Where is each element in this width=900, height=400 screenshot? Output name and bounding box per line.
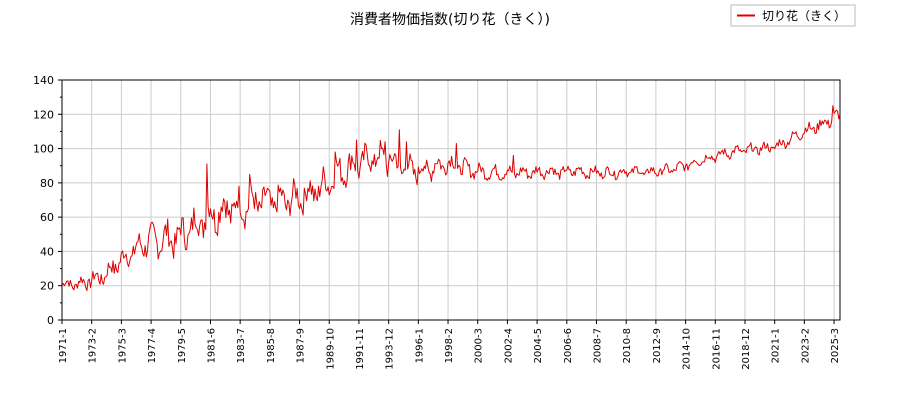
- x-tick-label: 2012-9: [652, 328, 663, 363]
- x-tick-label: 2014-10: [682, 328, 693, 370]
- y-tick-label: 140: [33, 74, 54, 87]
- legend-label: 切り花（きく）: [762, 8, 846, 23]
- x-tick-label: 2010-8: [622, 328, 633, 363]
- x-tick-label: 1977-4: [147, 328, 158, 363]
- plot-area: [62, 80, 840, 320]
- x-tick-label: 1989-10: [325, 328, 336, 370]
- y-tick-label: 0: [47, 314, 54, 327]
- x-tick-label: 1985-8: [266, 328, 277, 363]
- axes: 0 20 40 60 80 100 120 140 1971-1 1973-2 1975-3 1977…: [33, 74, 841, 370]
- x-tick-label: 2006-6: [563, 328, 574, 363]
- x-tick-label: 1979-5: [177, 328, 188, 363]
- y-tick-label: 80: [40, 177, 54, 190]
- x-tick-label: 2018-12: [741, 328, 752, 370]
- x-tick-label: 1981-6: [206, 328, 217, 363]
- y-tick-label: 20: [40, 280, 54, 293]
- series-line: [61, 105, 841, 292]
- x-tick-label: 1983-7: [236, 328, 247, 363]
- x-tick-label: 1973-2: [88, 328, 99, 363]
- grid: [61, 79, 840, 321]
- legend: 切り花（きく）: [730, 4, 856, 27]
- x-tick-label: 2021-1: [771, 328, 782, 363]
- x-tick-label: 2004-5: [533, 328, 544, 363]
- x-tick-label: 2002-4: [503, 328, 514, 363]
- x-tick-label: 2023-2: [800, 328, 811, 363]
- x-tick-label: 2016-11: [711, 328, 722, 370]
- y-tick-label: 40: [40, 245, 54, 258]
- x-tick-label: 1996-1: [414, 328, 425, 363]
- plot-border: [61, 79, 841, 321]
- y-tick-label: 60: [40, 211, 54, 224]
- y-tick-label: 120: [33, 108, 54, 121]
- legend-box: [730, 4, 856, 27]
- x-tick-label: 1991-11: [355, 328, 366, 370]
- y-tick-label: 100: [33, 143, 54, 156]
- x-tick-label: 2000-3: [474, 328, 485, 363]
- series-layer: [61, 105, 841, 292]
- x-tick-label: 1998-2: [444, 328, 455, 363]
- x-tick-label: 1971-1: [58, 328, 69, 363]
- x-tick-label: 2008-7: [593, 328, 604, 363]
- chart-title: 消費者物価指数(切り花（きく）): [350, 12, 550, 28]
- x-tick-label: 1987-9: [296, 328, 307, 363]
- x-tick-label: 2025-3: [830, 328, 841, 363]
- x-tick-label: 1993-12: [385, 328, 396, 370]
- x-tick-label: 1975-3: [117, 328, 128, 363]
